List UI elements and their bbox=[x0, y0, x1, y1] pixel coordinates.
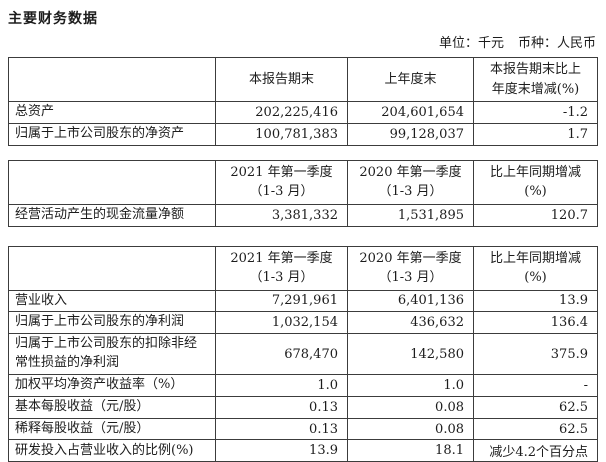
table-row: 归属于上市公司股东的净资产 100,781,383 99,128,037 1.7 bbox=[8, 122, 598, 146]
current-value-cell: 678,470 bbox=[215, 333, 348, 375]
row-label-cell: 营业收入 bbox=[8, 289, 216, 313]
table-row: 归属于上市公司股东的净利润 1,032,154 436,632 136.4 bbox=[8, 311, 598, 335]
table-row: 经营活动产生的现金流量净额 3,381,332 1,531,895 120.7 bbox=[8, 203, 598, 227]
prior-value-cell: 142,580 bbox=[347, 333, 474, 375]
change-value-cell: 375.9 bbox=[473, 333, 598, 375]
current-value-cell: 7,291,961 bbox=[215, 289, 348, 313]
row-label-cell: 基本每股收益（元/股） bbox=[8, 395, 216, 419]
prior-value-cell: 1.0 bbox=[347, 373, 474, 397]
change-value-cell: 13.9 bbox=[473, 289, 598, 313]
change-value-cell: -1.2 bbox=[473, 101, 598, 124]
prior-value-cell: 0.08 bbox=[347, 417, 474, 441]
column-header-change: 比上年同期增减 (%) bbox=[473, 159, 598, 205]
period-end-balance-table: 本报告期末 上年度末 本报告期末比上 年度末增减(%) 总资产 202,225,4… bbox=[8, 57, 598, 146]
current-value-cell: 13.9 bbox=[215, 439, 348, 462]
change-value-cell: 62.5 bbox=[473, 395, 598, 419]
current-value-cell: 202,225,416 bbox=[215, 101, 348, 124]
page-title: 主要财务数据 bbox=[8, 11, 98, 27]
column-header-q1-2020: 2020 年第一季度 （1-3 月） bbox=[347, 159, 474, 205]
column-header-q1-2021: 2021 年第一季度 （1-3 月） bbox=[215, 159, 348, 205]
row-label-cell: 归属于上市公司股东的净资产 bbox=[8, 122, 216, 146]
prior-value-cell: 0.08 bbox=[347, 395, 474, 419]
prior-value-cell: 204,601,654 bbox=[347, 101, 474, 124]
corner-cell bbox=[8, 159, 216, 205]
corner-cell bbox=[8, 245, 216, 291]
column-header-current-period: 本报告期末 bbox=[215, 57, 348, 102]
row-label-cell: 归属于上市公司股东的扣除非经常性损益的净利润 bbox=[8, 333, 216, 375]
corner-cell bbox=[8, 57, 216, 102]
operating-results-table: 2021 年第一季度 （1-3 月） 2020 年第一季度 （1-3 月） 比上年同… bbox=[8, 245, 598, 462]
prior-value-cell: 1,531,895 bbox=[347, 203, 474, 227]
unit-note: 单位：千元 币种：人民币 bbox=[8, 32, 596, 51]
column-header-prior-period: 上年度末 bbox=[347, 57, 474, 102]
current-value-cell: 0.13 bbox=[215, 395, 348, 419]
prior-value-cell: 6,401,136 bbox=[347, 289, 474, 313]
change-value-cell: 136.4 bbox=[473, 311, 598, 335]
table-row: 研发投入占营业收入的比例(%) 13.9 18.1 减少4.2个百分点 bbox=[8, 439, 598, 462]
column-header-change: 本报告期末比上 年度末增减(%) bbox=[473, 57, 598, 102]
unit-label: 单位：千元 bbox=[438, 36, 504, 51]
column-header-q1-2021: 2021 年第一季度 （1-3 月） bbox=[215, 245, 348, 291]
table-header-row: 2021 年第一季度 （1-3 月） 2020 年第一季度 （1-3 月） 比上年同… bbox=[8, 159, 598, 205]
table-header-row: 2021 年第一季度 （1-3 月） 2020 年第一季度 （1-3 月） 比上年同… bbox=[8, 245, 598, 291]
row-label-cell: 总资产 bbox=[8, 101, 216, 124]
current-value-cell: 0.13 bbox=[215, 417, 348, 441]
table-row: 营业收入 7,291,961 6,401,136 13.9 bbox=[8, 289, 598, 313]
change-value-cell: - bbox=[473, 373, 598, 397]
table-header-row: 本报告期末 上年度末 本报告期末比上 年度末增减(%) bbox=[8, 57, 598, 102]
row-label-cell: 稀释每股收益（元/股） bbox=[8, 417, 216, 441]
change-value-cell: 1.7 bbox=[473, 122, 598, 146]
change-value-cell: 62.5 bbox=[473, 417, 598, 441]
row-label-cell: 加权平均净资产收益率（%） bbox=[8, 373, 216, 397]
current-value-cell: 1,032,154 bbox=[215, 311, 348, 335]
column-header-change: 比上年同期增减 (%) bbox=[473, 245, 598, 291]
table-row: 加权平均净资产收益率（%） 1.0 1.0 - bbox=[8, 373, 598, 397]
table-row: 归属于上市公司股东的扣除非经常性损益的净利润 678,470 142,580 3… bbox=[8, 333, 598, 375]
change-value-cell: 120.7 bbox=[473, 203, 598, 227]
row-label-cell: 归属于上市公司股东的净利润 bbox=[8, 311, 216, 335]
table-row: 总资产 202,225,416 204,601,654 -1.2 bbox=[8, 101, 598, 124]
current-value-cell: 100,781,383 bbox=[215, 122, 348, 146]
currency-label: 币种：人民币 bbox=[517, 36, 596, 51]
row-label-cell: 研发投入占营业收入的比例(%) bbox=[8, 439, 216, 462]
prior-value-cell: 18.1 bbox=[347, 439, 474, 462]
current-value-cell: 3,381,332 bbox=[215, 203, 348, 227]
change-value-cell: 减少4.2个百分点 bbox=[473, 439, 598, 462]
prior-value-cell: 99,128,037 bbox=[347, 122, 474, 146]
table-row: 稀释每股收益（元/股） 0.13 0.08 62.5 bbox=[8, 417, 598, 441]
table-row: 基本每股收益（元/股） 0.13 0.08 62.5 bbox=[8, 395, 598, 419]
column-header-q1-2020: 2020 年第一季度 （1-3 月） bbox=[347, 245, 474, 291]
row-label-cell: 经营活动产生的现金流量净额 bbox=[8, 203, 216, 227]
current-value-cell: 1.0 bbox=[215, 373, 348, 397]
prior-value-cell: 436,632 bbox=[347, 311, 474, 335]
cash-flow-table: 2021 年第一季度 （1-3 月） 2020 年第一季度 （1-3 月） 比上年同… bbox=[8, 159, 598, 227]
